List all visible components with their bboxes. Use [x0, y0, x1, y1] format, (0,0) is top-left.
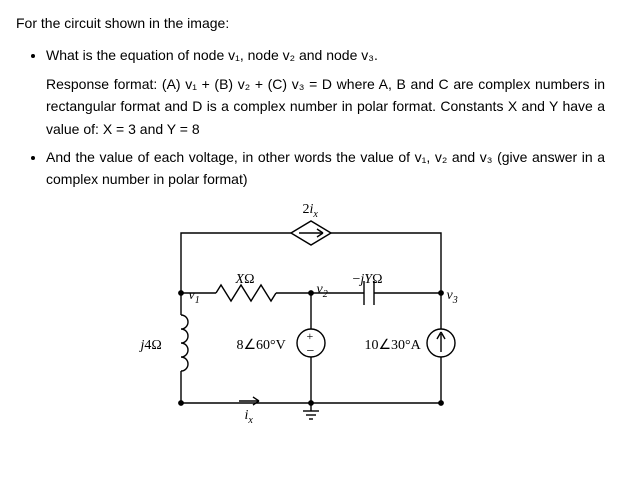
dep-source-label: 2ix — [303, 199, 318, 223]
node-v1-label: v1 — [189, 285, 200, 309]
vsource-minus: − — [307, 341, 315, 363]
bullet-1: What is the equation of node v₁, node v₂… — [46, 44, 605, 140]
resistor-label: XΩ — [236, 269, 255, 291]
capacitor-label: −jYΩ — [353, 269, 383, 291]
bullet-2: And the value of each voltage, in other … — [46, 146, 605, 191]
inductor-label: j4Ω — [141, 335, 162, 357]
circuit-diagram: 2ix v1 v2 v3 XΩ −jYΩ j4Ω 8∠60°V + − 10∠3… — [121, 203, 501, 423]
node-v2-label: v2 — [317, 279, 328, 303]
question-list: What is the equation of node v₁, node v₂… — [16, 44, 605, 190]
node-v3-label: v3 — [447, 285, 458, 309]
ix-label: ix — [245, 405, 253, 429]
vsource-label: 8∠60°V — [237, 335, 286, 357]
intro-text: For the circuit shown in the image: — [16, 12, 605, 34]
bullet-1-line1: What is the equation of node v₁, node v₂… — [46, 47, 378, 63]
isource-label: 10∠30°A — [365, 335, 421, 357]
bullet-1-line2: Response format: (A) v₁ + (B) v₂ + (C) v… — [46, 73, 605, 140]
